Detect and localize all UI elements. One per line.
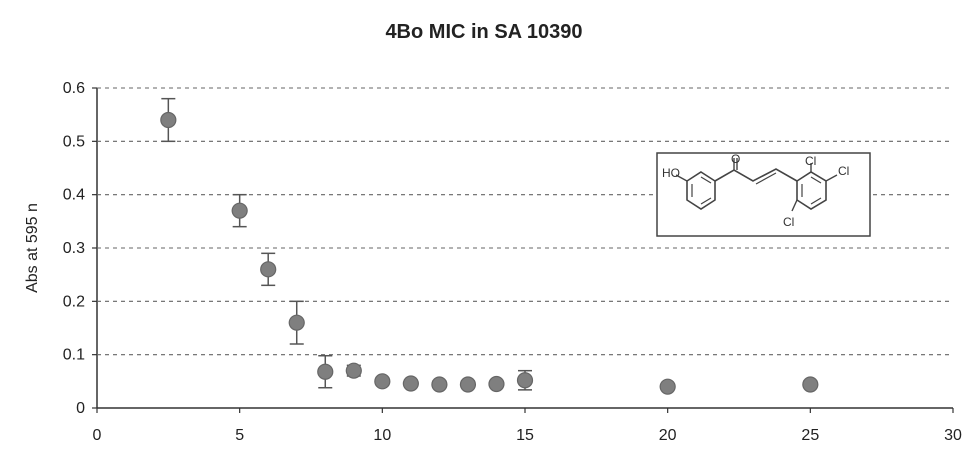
data-point bbox=[345, 362, 362, 379]
data-point bbox=[802, 376, 819, 393]
molecule-label-cl-top: Cl bbox=[805, 154, 816, 168]
x-tick-label: 15 bbox=[516, 427, 534, 444]
data-point bbox=[431, 376, 448, 393]
data-point bbox=[260, 261, 277, 278]
y-tick-label: 0.6 bbox=[63, 80, 85, 97]
data-point bbox=[402, 375, 419, 392]
data-point bbox=[231, 202, 248, 219]
chlorophenyl-inner-bonds bbox=[801, 176, 822, 205]
y-tick-label: 0.2 bbox=[63, 293, 85, 310]
data-point bbox=[488, 375, 505, 393]
x-tick-label: 20 bbox=[659, 427, 677, 444]
substituent-bonds bbox=[675, 163, 838, 212]
y-axis-label: Abs at 595 n bbox=[24, 203, 41, 293]
molecule-label-cl-right: Cl bbox=[838, 164, 849, 178]
phenol-inner-bonds bbox=[691, 176, 712, 205]
y-tick-label: 0.3 bbox=[63, 240, 85, 257]
y-tick-label: 0.5 bbox=[63, 133, 85, 150]
x-tick-label: 5 bbox=[235, 427, 244, 444]
molecule-inset: HO O Cl Cl Cl bbox=[656, 152, 871, 237]
alkene-double-bond bbox=[755, 172, 777, 185]
x-tick-label: 25 bbox=[801, 427, 819, 444]
data-point bbox=[160, 111, 177, 129]
x-tick-label: 30 bbox=[944, 427, 962, 444]
y-tick-label: 0.1 bbox=[63, 347, 85, 364]
data-point bbox=[317, 363, 334, 380]
molecule-frame bbox=[656, 152, 871, 237]
molecule-label-o: O bbox=[731, 152, 740, 166]
y-tick-label: 0 bbox=[76, 400, 85, 417]
carbonyl-bond bbox=[733, 158, 738, 170]
data-point bbox=[374, 373, 391, 390]
tick-labels: 0 0.1 0.2 0.3 0.4 0.5 0.6 0 5 10 15 20 25 30 bbox=[63, 80, 962, 444]
chain-bonds bbox=[714, 168, 798, 182]
y-tick-label: 0.4 bbox=[63, 187, 85, 204]
data-points bbox=[160, 97, 819, 395]
x-tick-label: 10 bbox=[373, 427, 391, 444]
data-point bbox=[516, 372, 534, 389]
x-tick-label: 0 bbox=[93, 427, 102, 444]
molecule-label-ho: HO bbox=[662, 166, 680, 180]
tick-marks bbox=[92, 87, 954, 413]
molecule-label-cl-bottom: Cl bbox=[783, 215, 794, 229]
data-point bbox=[288, 314, 305, 331]
chart-title: 4Bo MIC in SA 10390 bbox=[385, 21, 582, 43]
data-point bbox=[459, 376, 477, 393]
data-point bbox=[659, 378, 676, 395]
